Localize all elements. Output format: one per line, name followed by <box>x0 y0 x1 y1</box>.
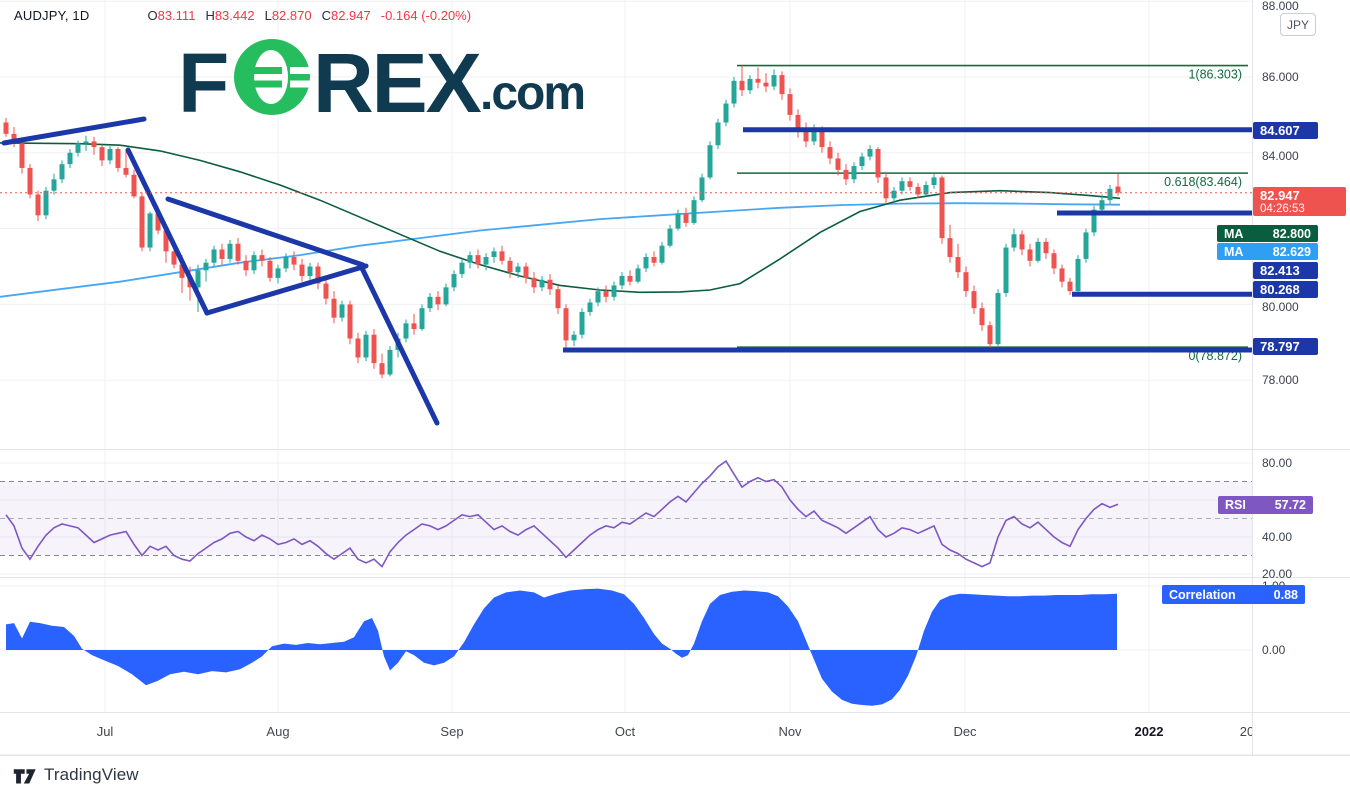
price-tick-label: 84.000 <box>1262 149 1299 163</box>
time-axis-label: Sep <box>440 724 464 739</box>
time-axis-label: 2022 <box>1134 724 1164 739</box>
change-value: -0.164 (-0.20%) <box>380 8 472 23</box>
gridlines <box>0 0 1253 713</box>
trend-line[interactable] <box>204 263 369 316</box>
trend-line[interactable] <box>357 261 440 426</box>
close-label: C <box>321 8 331 23</box>
rsi-scale-label: 80.00 <box>1262 456 1293 470</box>
tradingview-attribution-link[interactable]: TradingView <box>12 763 139 788</box>
level-badge-82413: 82.413 <box>1253 262 1318 279</box>
open-label: O <box>147 8 158 23</box>
time-axis[interactable]: Jul Aug Sep Oct Nov Dec 2022 20 <box>0 713 1252 755</box>
rsi-scale-label: 20.00 <box>1262 567 1293 581</box>
price-tick-label: 86.000 <box>1262 70 1299 84</box>
time-axis-label: Oct <box>614 724 636 739</box>
corr-scale-label: 0.00 <box>1262 643 1286 657</box>
ma-fast-badge: MA 82.800 <box>1217 225 1318 242</box>
correlation-pane[interactable] <box>6 588 1117 706</box>
close-value: 82.947 <box>330 8 371 23</box>
rsi-scale-label: 40.00 <box>1262 530 1293 544</box>
attribution-bar: TradingView <box>0 755 1350 793</box>
fib-level-label: 1(86.303) <box>1188 68 1242 82</box>
time-axis-label: 20 <box>1239 724 1252 739</box>
chart-canvas[interactable]: F REX .com 1(86.303) 0.618(83.464) 0(78.872) <box>0 0 1350 755</box>
bar-countdown: 04:26:53 <box>1260 203 1305 215</box>
open-value: 83.111 <box>157 8 196 23</box>
currency-toggle-button[interactable]: JPY <box>1280 13 1316 36</box>
rsi-value-badge: RSI 57.72 <box>1218 496 1313 514</box>
forex-com-watermark-logo: F REX .com <box>178 36 586 130</box>
correlation-label: Correlation <box>1169 587 1236 602</box>
svg-text:REX: REX <box>313 36 482 130</box>
high-value: 83.442 <box>214 8 255 23</box>
correlation-value-badge: Correlation 0.88 <box>1162 585 1305 604</box>
level-badge-78797: 78.797 <box>1253 338 1318 355</box>
candlestick-series[interactable] <box>3 65 1121 379</box>
rsi-label: RSI <box>1225 498 1246 512</box>
correlation-value: 0.88 <box>1273 587 1298 602</box>
time-axis-label: Nov <box>778 724 802 739</box>
symbol-legend[interactable]: AUDJPY, 1D O83.111 H83.442 L82.870 C82.9… <box>14 8 471 23</box>
tradingview-logo-icon <box>13 768 36 784</box>
price-tick-label: 88.000 <box>1262 0 1299 13</box>
high-label: H <box>205 8 215 23</box>
main-price-pane[interactable]: 1(86.303) 0.618(83.464) 0(78.872) <box>0 64 1253 426</box>
rsi-pane[interactable] <box>0 459 1253 568</box>
last-price-value: 82.947 <box>1260 188 1300 203</box>
price-tick-label: 78.000 <box>1262 373 1299 387</box>
level-badge-84607: 84.607 <box>1253 122 1318 139</box>
tradingview-brand-text: TradingView <box>44 765 139 784</box>
rsi-line[interactable] <box>5 459 1119 568</box>
svg-text:.com: .com <box>480 67 584 120</box>
time-axis-label: Jul <box>96 724 114 739</box>
svg-text:F: F <box>178 36 227 130</box>
time-axis-label: Aug <box>266 724 290 739</box>
price-tick-label: 80.000 <box>1262 300 1299 314</box>
last-price-badge: 82.947 04:26:53 <box>1253 187 1346 216</box>
correlation-area[interactable] <box>6 588 1117 706</box>
fib-level-label: 0.618(83.464) <box>1164 175 1242 189</box>
trend-line[interactable] <box>1 116 147 146</box>
fib-level-label: 0(78.872) <box>1188 349 1242 363</box>
rsi-value: 57.72 <box>1274 498 1306 512</box>
low-label: L <box>264 8 272 23</box>
ma-slow-badge: MA 82.629 <box>1217 243 1318 260</box>
low-value: 82.870 <box>271 8 312 23</box>
symbol-title: AUDJPY, 1D <box>14 8 90 23</box>
trend-line[interactable] <box>165 196 366 268</box>
ma-100-line[interactable] <box>0 142 1121 294</box>
time-axis-label: Dec <box>953 724 977 739</box>
price-scale[interactable]: JPY 88.000 86.000 84.000 80.000 78.000 80.00 4… <box>1252 0 1350 755</box>
trend-line[interactable] <box>125 147 210 316</box>
level-badge-80268: 80.268 <box>1253 281 1318 298</box>
